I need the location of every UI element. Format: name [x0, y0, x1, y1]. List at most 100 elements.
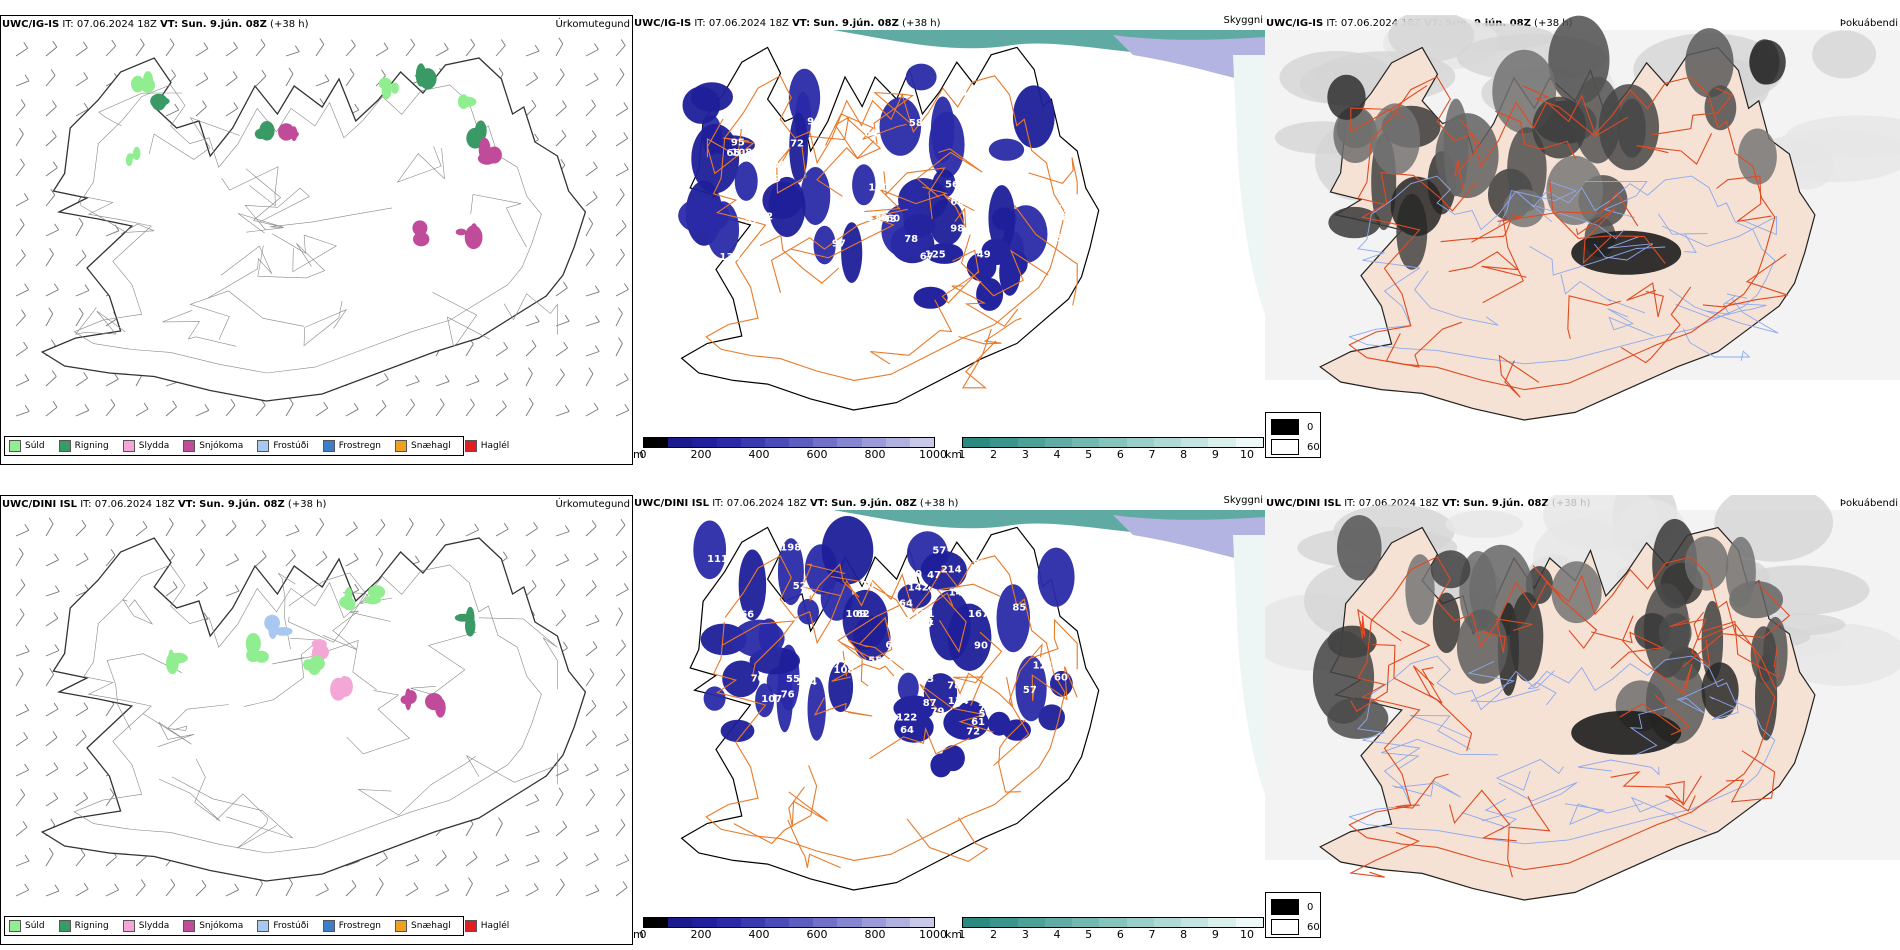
wind-barb-flag [49, 247, 54, 255]
wind-barb [75, 558, 89, 567]
wind-barb [45, 618, 59, 627]
wind-barb [15, 410, 30, 417]
ceiling-colorbar: m 0 200 400 600 800 1000 [633, 437, 947, 461]
fog-patch [1684, 536, 1729, 591]
colorbar-tick: 9 [1211, 928, 1219, 941]
wind-barb-flag [620, 668, 626, 676]
road [396, 146, 445, 183]
colorbar-cell [837, 438, 862, 447]
low-cloud-area [932, 169, 956, 198]
wind-barb-flag [534, 794, 540, 801]
precip-patch [311, 639, 327, 650]
cloud-base-label: 40 [754, 67, 768, 78]
road [1669, 618, 1711, 668]
fog-patch [1432, 592, 1461, 653]
wind-barb [495, 823, 503, 837]
wind-barb [525, 585, 537, 597]
wind-barb-flag [322, 550, 328, 558]
wind-barb-flag [531, 549, 536, 556]
wind-barb-flag [531, 339, 537, 347]
road [221, 166, 279, 207]
colorbar-cell [885, 438, 910, 447]
wind-barb [585, 736, 597, 747]
road [1575, 208, 1616, 265]
wind-barb [75, 854, 86, 867]
wind-barb [15, 164, 25, 177]
colorbar-tick: 0 [639, 448, 647, 461]
wind-barb [315, 407, 328, 417]
road [1414, 270, 1499, 326]
wind-barb-flag [21, 249, 26, 256]
colorbar-tick: 4 [1053, 448, 1061, 461]
colorbar-tick: 1 [958, 928, 966, 941]
wind-barb [555, 531, 570, 537]
wind-barb [375, 553, 384, 567]
wind-barb [15, 826, 28, 837]
wind-barb [105, 704, 115, 717]
road [1584, 180, 1648, 218]
wind-barb [525, 831, 540, 837]
colorbar-cell [1017, 918, 1045, 927]
wind-barb [75, 377, 88, 387]
road [357, 755, 476, 816]
wind-barb [15, 105, 26, 117]
road [1593, 236, 1654, 261]
wind-barb-flag [563, 641, 568, 649]
cloud-base-label: 90 [807, 116, 821, 127]
wind-barb [585, 223, 594, 237]
road [1676, 678, 1724, 714]
wind-barb-flag [594, 614, 600, 622]
colorbar-cell [885, 918, 910, 927]
colorbar-cell [1099, 918, 1127, 927]
wind-barb [585, 408, 599, 417]
wind-barb [465, 883, 473, 897]
wind-barb [15, 553, 24, 567]
wind-barb-flag [81, 730, 87, 737]
legend-swatch [257, 920, 270, 932]
wind-barb [225, 526, 237, 537]
wind-barb-flag [323, 402, 329, 409]
wind-barb-flag [143, 402, 149, 410]
fog-patch [1333, 106, 1378, 163]
colorbar-cell [909, 438, 935, 447]
wind-barb [375, 883, 384, 897]
legend-label: Haglél [480, 921, 510, 931]
wind-barb [465, 343, 474, 357]
fog-patch [1532, 96, 1587, 159]
precip-patch [435, 698, 446, 718]
road [432, 292, 490, 348]
wind-barb-flag [168, 517, 174, 525]
wind-barb-flag [564, 405, 570, 412]
colorbar-cell [1153, 438, 1182, 447]
wind-barb [585, 351, 600, 357]
wind-barb [195, 48, 209, 57]
cloud-base-label: 103 [864, 55, 885, 66]
wind-barb-flag [503, 341, 508, 349]
road [1626, 282, 1664, 318]
wind-barb [75, 409, 89, 417]
wind-barb [525, 321, 540, 327]
precip-patches [125, 63, 502, 250]
precip-patch [477, 152, 497, 165]
fog-patch [1571, 710, 1682, 755]
colorbar-cell [990, 918, 1018, 927]
wind-barb [585, 830, 600, 837]
road [1651, 87, 1733, 136]
road [825, 113, 907, 146]
colorbar-cell [1099, 438, 1127, 447]
wind-barb [525, 345, 537, 357]
wind-barb-flag [619, 188, 625, 195]
low-cloud-area [897, 672, 919, 703]
road [941, 249, 980, 304]
low-cloud-area [905, 63, 937, 91]
cloud-base-label: 122 [896, 713, 917, 724]
wind-barb [45, 406, 58, 417]
wind-barb [585, 705, 597, 717]
wind-barb-flag [622, 550, 627, 558]
cloud-base-label: 78 [929, 662, 943, 673]
wind-barb-flag [83, 371, 88, 379]
cloud-base-label: 89 [983, 89, 997, 100]
road [122, 599, 154, 625]
wind-barb-flag [620, 788, 626, 796]
wind-barb [525, 889, 539, 897]
